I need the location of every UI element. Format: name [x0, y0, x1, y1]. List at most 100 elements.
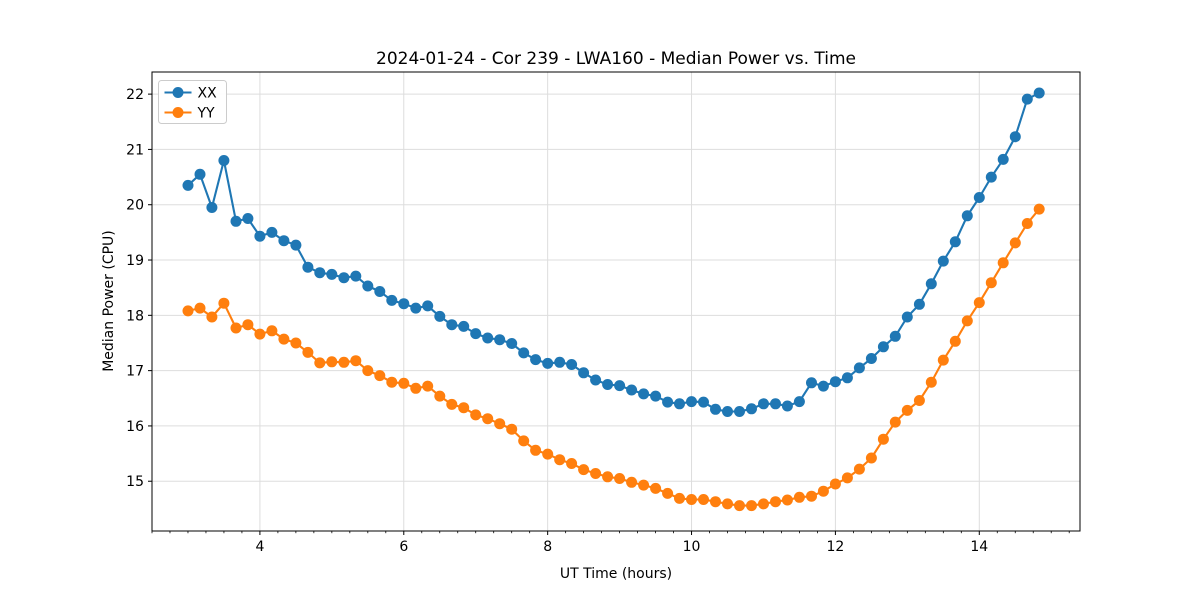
data-point-yy — [829, 478, 841, 490]
data-point-xx — [278, 235, 290, 247]
data-point-yy — [266, 325, 278, 337]
data-point-yy — [314, 357, 326, 369]
data-point-yy — [602, 471, 614, 483]
data-point-xx — [937, 255, 949, 267]
data-point-xx — [530, 354, 542, 366]
grid-layer — [152, 72, 1080, 531]
data-point-yy — [194, 302, 206, 314]
chart-title: 2024-01-24 - Cor 239 - LWA160 - Median P… — [376, 49, 856, 69]
data-point-yy — [985, 277, 997, 289]
data-point-xx — [913, 298, 925, 310]
data-point-xx — [482, 332, 494, 344]
data-point-xx — [877, 341, 889, 353]
data-point-xx — [398, 298, 410, 310]
data-point-xx — [758, 398, 769, 410]
data-point-xx — [817, 380, 829, 392]
data-point-xx — [841, 372, 853, 384]
data-point-yy — [590, 468, 602, 479]
data-point-xx — [793, 396, 805, 408]
data-point-yy — [482, 413, 494, 425]
data-point-xx — [434, 310, 446, 322]
data-point-xx — [578, 367, 590, 379]
x-tick-label: 6 — [399, 539, 408, 555]
data-point-yy — [302, 346, 314, 358]
data-point-yy — [614, 473, 626, 484]
data-point-yy — [326, 356, 338, 368]
data-point-xx — [686, 396, 697, 408]
data-point-xx — [446, 319, 458, 331]
x-tick-label: 10 — [683, 539, 701, 555]
y-tick-label: 18 — [126, 308, 144, 324]
data-point-yy — [746, 500, 757, 512]
data-point-xx — [266, 226, 278, 238]
data-point-xx — [973, 192, 985, 203]
data-point-yy — [722, 498, 733, 510]
data-point-yy — [973, 297, 985, 309]
tick-layer: 4 6 8 10 12 14 15 16 17 18 19 20 21 22 — [126, 87, 1070, 555]
data-point-yy — [566, 458, 578, 469]
data-point-xx — [470, 328, 482, 340]
x-tick-label: 14 — [970, 539, 988, 555]
data-point-xx — [410, 302, 422, 314]
data-point-xx — [254, 230, 266, 242]
legend-label-yy: YY — [197, 106, 216, 122]
data-point-yy — [937, 354, 949, 366]
data-point-yy — [470, 409, 482, 421]
data-point-xx — [458, 320, 470, 332]
data-point-xx — [674, 398, 685, 410]
data-point-yy — [290, 337, 302, 349]
data-point-xx — [602, 379, 614, 390]
data-point-yy — [662, 487, 674, 499]
data-point-yy — [913, 395, 925, 406]
data-point-xx — [326, 268, 338, 280]
data-point-yy — [578, 464, 590, 476]
legend-label-xx: XX — [198, 86, 218, 102]
data-point-xx — [710, 403, 721, 415]
y-tick-label: 16 — [126, 419, 144, 435]
data-point-yy — [806, 490, 817, 502]
data-point-yy — [961, 315, 973, 327]
data-point-yy — [626, 476, 638, 488]
data-point-xx — [997, 153, 1009, 165]
data-point-xx — [698, 396, 709, 408]
data-point-yy — [710, 496, 721, 508]
data-point-xx — [506, 338, 518, 349]
data-point-xx — [650, 390, 662, 402]
data-point-yy — [1009, 237, 1021, 249]
data-point-xx — [638, 388, 650, 400]
data-point-xx — [542, 357, 554, 369]
data-point-yy — [853, 463, 865, 475]
series-line-yy — [187, 208, 1041, 507]
data-point-yy — [374, 370, 386, 382]
x-axis-label: UT Time (hours) — [560, 566, 672, 582]
data-point-xx — [230, 215, 242, 227]
data-point-xx — [734, 406, 745, 417]
data-point-yy — [206, 311, 218, 323]
data-point-xx — [362, 280, 374, 292]
data-point-yy — [817, 485, 829, 497]
data-point-yy — [218, 297, 230, 309]
data-point-xx — [985, 171, 997, 183]
data-point-xx — [662, 396, 674, 408]
data-point-yy — [686, 494, 697, 505]
data-point-xx — [746, 403, 757, 415]
data-point-yy — [338, 356, 350, 368]
data-point-xx — [590, 374, 602, 386]
y-tick-label: 19 — [126, 253, 144, 269]
y-tick-label: 20 — [126, 198, 144, 214]
y-tick-label: 17 — [126, 364, 144, 380]
data-point-yy — [698, 494, 709, 505]
data-point-yy — [781, 494, 793, 506]
data-point-yy — [350, 355, 362, 367]
data-point-yy — [182, 305, 194, 317]
data-point-yy — [254, 328, 266, 340]
data-point-yy — [841, 472, 853, 484]
data-point-xx — [1033, 87, 1045, 99]
data-point-xx — [494, 334, 506, 346]
data-point-xx — [194, 168, 206, 180]
data-point-xx — [422, 300, 434, 312]
data-point-xx — [182, 179, 194, 191]
data-point-xx — [1021, 93, 1033, 105]
data-point-xx — [338, 272, 350, 284]
